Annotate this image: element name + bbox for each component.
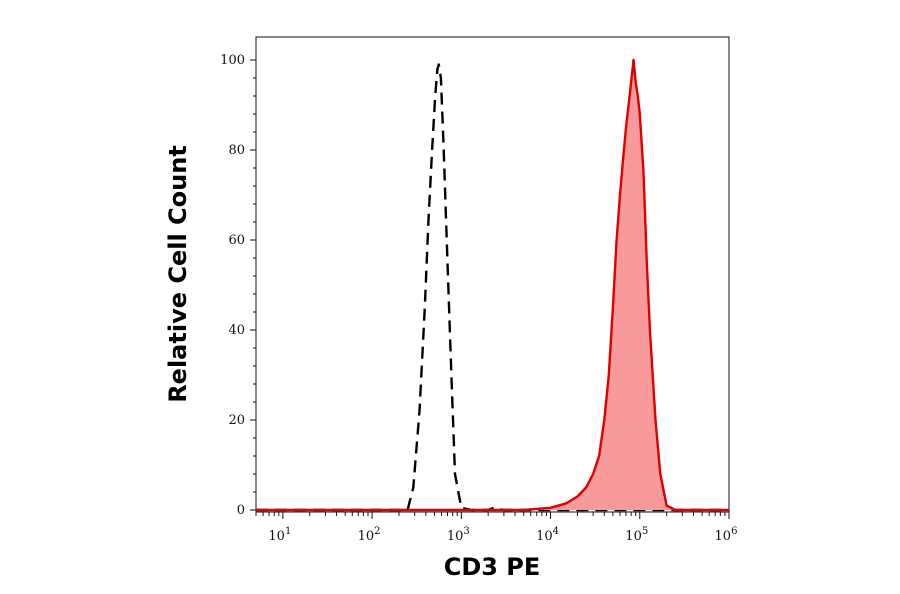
y-axis-title: Relative Cell Count [164, 145, 192, 403]
series-1-line [256, 58, 729, 512]
y-tick-label: 80 [228, 143, 245, 158]
x-axis-ticks: 101 102 103 104 105 106 [255, 512, 738, 544]
x-tick-label: 101 [268, 526, 291, 544]
x-tick-label: 104 [536, 526, 559, 544]
y-tick-label: 20 [228, 413, 245, 428]
y-tick-label: 60 [228, 233, 245, 248]
x-tick-label: 105 [625, 526, 648, 544]
x-tick-label: 106 [715, 526, 738, 544]
x-tick-label: 103 [447, 526, 470, 544]
x-axis-title: CD3 PE [444, 553, 541, 581]
y-tick-label: 40 [228, 323, 245, 338]
y-axis-ticks: 0 20 40 60 80 100 [220, 53, 256, 518]
series-layer [256, 58, 729, 512]
y-tick-label: 100 [220, 53, 245, 68]
series-1-fill [256, 60, 729, 510]
y-tick-label: 0 [237, 503, 245, 518]
x-tick-label: 102 [358, 526, 381, 544]
